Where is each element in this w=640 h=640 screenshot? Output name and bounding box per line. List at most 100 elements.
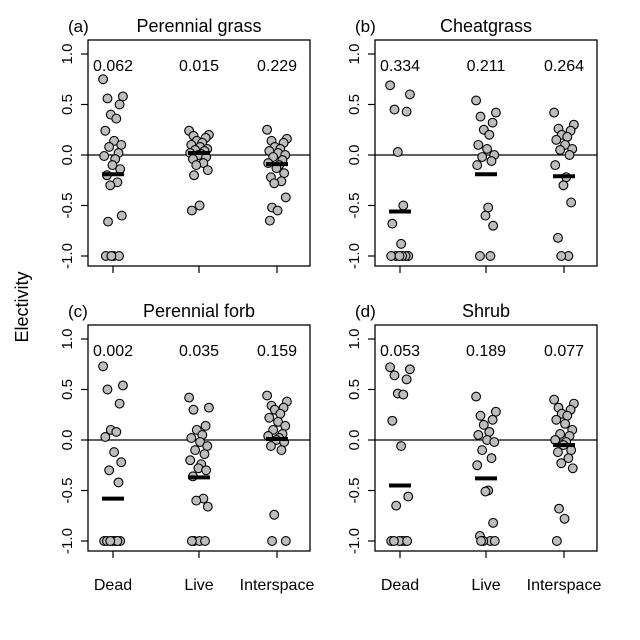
data-point	[396, 441, 407, 452]
data-point	[269, 178, 280, 189]
p-value-label: 0.015	[179, 58, 219, 75]
data-point	[114, 398, 125, 409]
data-point	[116, 210, 127, 221]
data-point	[562, 410, 573, 421]
data-point	[104, 465, 115, 476]
p-value-label: 0.062	[93, 58, 133, 75]
data-point	[485, 251, 496, 261]
data-point	[264, 215, 275, 226]
data-point	[102, 93, 113, 104]
data-point	[111, 113, 122, 124]
data-point	[480, 210, 491, 221]
data-point	[549, 107, 560, 118]
data-point	[202, 501, 213, 512]
panel-title: Perennial grass	[136, 16, 261, 36]
data-point	[490, 406, 501, 417]
y-tick-label: 1.0	[59, 44, 76, 65]
data-point	[117, 91, 128, 102]
y-tick-label: 0.0	[346, 145, 363, 166]
data-point	[567, 463, 578, 474]
p-value-label: 0.264	[544, 58, 584, 75]
data-point	[194, 200, 205, 211]
data-point	[559, 513, 570, 524]
data-point	[266, 441, 276, 452]
data-point	[403, 491, 414, 502]
data-point	[489, 536, 500, 546]
y-tick-label: -0.5	[59, 478, 76, 504]
data-point	[472, 160, 483, 171]
x-category-label: Interspace	[240, 577, 315, 594]
p-value-label: 0.053	[380, 343, 420, 360]
data-point	[564, 150, 575, 160]
data-point	[562, 131, 573, 142]
data-point	[563, 453, 574, 464]
data-point	[483, 202, 494, 213]
y-tick-label: -1.0	[346, 243, 363, 269]
y-tick-label: -0.5	[346, 193, 363, 219]
data-point	[190, 445, 201, 456]
data-point	[475, 251, 485, 261]
data-point	[201, 465, 212, 476]
y-axis-label: Electivity	[12, 271, 32, 342]
data-point	[487, 117, 498, 128]
data-point	[392, 147, 403, 157]
data-point	[558, 180, 569, 191]
data-point	[186, 205, 197, 216]
data-point	[102, 384, 113, 395]
data-point	[189, 170, 200, 181]
data-point	[487, 414, 498, 425]
data-point	[401, 106, 412, 117]
data-point	[473, 139, 484, 150]
data-point	[473, 430, 484, 440]
y-tick-label: 1.0	[346, 44, 363, 65]
p-value-label: 0.211	[467, 58, 506, 75]
p-value-label: 0.229	[257, 58, 297, 75]
data-point	[100, 432, 111, 442]
data-point	[480, 486, 491, 497]
data-point	[398, 200, 409, 211]
y-tick-label: 0.0	[59, 145, 76, 166]
panel-letter: (b)	[355, 17, 376, 36]
x-category-label: Live	[184, 577, 213, 594]
panel-title: Perennial forb	[143, 301, 255, 321]
data-point	[104, 141, 115, 152]
data-point	[484, 426, 495, 437]
data-point	[109, 447, 120, 458]
data-point	[275, 408, 286, 419]
y-tick-label: -1.0	[346, 528, 363, 554]
y-tick-label: -1.0	[59, 528, 76, 554]
y-tick-label: 0.5	[346, 379, 363, 400]
data-point	[471, 391, 482, 402]
data-point	[556, 458, 567, 469]
data-point	[200, 420, 211, 431]
data-point	[482, 143, 493, 154]
data-point	[486, 156, 497, 167]
p-value-label: 0.334	[380, 58, 420, 75]
data-point	[117, 380, 128, 391]
data-point	[387, 218, 398, 229]
data-point	[488, 220, 499, 231]
data-point	[116, 457, 127, 468]
data-point	[404, 364, 415, 375]
panel-2: (b) Cheatgrass 1.0 0.5 0.0 -0.5 -1.0 0.334 0.211…	[346, 16, 598, 273]
y-tick-label: -0.5	[59, 193, 76, 219]
data-point	[262, 390, 273, 401]
x-axis-category-labels: Dead Live Interspace Dead Live Interspace	[94, 577, 602, 594]
p-value-label: 0.077	[544, 343, 584, 360]
data-point	[552, 447, 563, 458]
data-point	[560, 418, 571, 429]
data-point	[186, 433, 197, 443]
y-tick-label: 0.5	[59, 379, 76, 400]
data-point	[202, 441, 213, 452]
x-category-label: Live	[471, 577, 500, 594]
data-point	[555, 145, 566, 155]
data-point	[186, 536, 197, 546]
data-point	[551, 536, 562, 546]
data-point	[199, 449, 210, 460]
panel-title: Cheatgrass	[440, 16, 532, 36]
data-point	[267, 536, 277, 546]
data-point	[484, 129, 495, 140]
data-point	[203, 402, 214, 413]
data-point	[114, 99, 125, 110]
